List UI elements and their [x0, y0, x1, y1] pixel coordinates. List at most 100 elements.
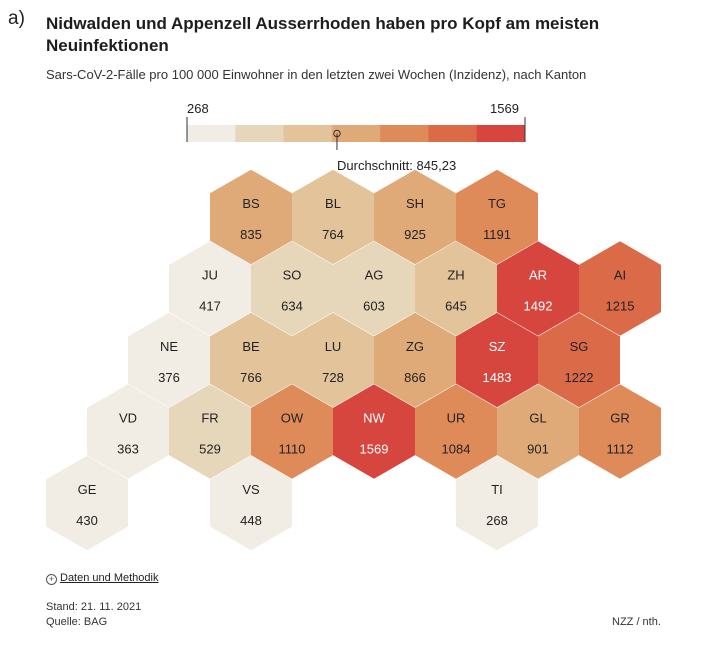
hex-value-label: 268 [486, 513, 508, 528]
legend-average-marker [333, 129, 341, 138]
hex-canton-label: VD [119, 411, 137, 426]
hex-cell-ge: GE 430 [46, 455, 128, 551]
legend-swatch [235, 125, 285, 142]
hex-canton-label: BE [242, 339, 260, 354]
hex-value-label: 764 [322, 227, 344, 242]
hex-canton-label: AR [529, 268, 547, 283]
legend-swatch [476, 125, 526, 142]
hex-shape [456, 312, 538, 408]
hex-value-label: 1215 [606, 299, 635, 314]
hex-shape [210, 312, 292, 408]
hexagon-grid: BS 835 BL 764 SH 925 TG 1191 JU 417 SO 634 AG 603 ZH 64… [46, 169, 661, 551]
hex-canton-label: SZ [489, 339, 506, 354]
footer-source: Quelle: BAG [46, 616, 108, 628]
hex-value-label: 363 [117, 442, 139, 457]
hex-value-label: 1222 [565, 370, 594, 385]
hex-shape [169, 241, 251, 336]
footer-date: Stand: 21. 11. 2021 [46, 601, 142, 613]
hex-value-label: 1483 [483, 370, 512, 385]
hex-cell-ne: NE 376 [128, 312, 210, 408]
hex-cell-vd: VD 363 [87, 384, 169, 479]
hex-value-label: 603 [363, 299, 385, 314]
hex-shape [128, 312, 210, 408]
hex-canton-label: ZH [447, 268, 464, 283]
legend-swatch [283, 125, 333, 142]
hex-value-label: 1191 [483, 227, 511, 242]
hex-cell-nw: NW 1569 [333, 384, 415, 479]
hex-canton-label: UR [447, 411, 466, 426]
hex-cell-ju: JU 417 [169, 241, 251, 336]
hex-cell-ow: OW 1110 [251, 384, 333, 479]
hex-cell-sz: SZ 1483 [456, 312, 538, 408]
hex-value-label: 728 [322, 370, 344, 385]
hex-value-label: 1492 [524, 299, 553, 314]
hex-canton-label: AI [614, 268, 626, 283]
hex-cell-sh: SH 925 [374, 169, 456, 265]
hex-value-label: 1084 [442, 442, 471, 457]
hex-value-label: 448 [240, 513, 262, 528]
hex-shape [333, 384, 415, 479]
hex-shape [579, 241, 661, 336]
hex-value-label: 766 [240, 370, 262, 385]
hex-canton-label: VS [242, 482, 260, 497]
chart-subtitle: Sars-CoV-2-Fälle pro 100 000 Einwohner i… [46, 67, 587, 82]
hex-shape [579, 384, 661, 479]
hex-canton-label: OW [281, 411, 304, 426]
legend-swatch [331, 125, 381, 142]
hex-canton-label: FR [201, 411, 218, 426]
hex-canton-label: TG [488, 196, 506, 211]
hex-cell-ai: AI 1215 [579, 241, 661, 336]
panel-label: a) [8, 8, 25, 29]
hex-canton-label: JU [202, 268, 218, 283]
hex-value-label: 529 [199, 442, 221, 457]
hex-value-label: 376 [158, 370, 180, 385]
hex-canton-label: ZG [406, 339, 424, 354]
hex-canton-label: GL [529, 411, 546, 426]
hex-shape [374, 169, 456, 265]
legend-swatch [428, 125, 478, 142]
hex-canton-label: BL [325, 196, 341, 211]
legend-swatch [380, 125, 429, 142]
hex-cell-zg: ZG 866 [374, 312, 456, 408]
hex-shape [497, 241, 579, 336]
hex-shape [292, 169, 374, 265]
hex-cell-vs: VS 448 [210, 455, 292, 551]
hex-canton-label: GE [78, 482, 97, 497]
hex-canton-label: SO [283, 268, 302, 283]
hex-shape [210, 169, 292, 265]
hex-shape [456, 169, 538, 265]
hex-cell-fr: FR 529 [169, 384, 251, 479]
legend-max-label: 1569 [490, 101, 519, 116]
hex-value-label: 645 [445, 299, 467, 314]
hex-value-label: 417 [199, 299, 221, 314]
legend-swatch [187, 125, 236, 142]
hex-shape [292, 312, 374, 408]
hex-cell-bl: BL 764 [292, 169, 374, 265]
hex-canton-label: NW [363, 411, 385, 426]
hex-cell-bs: BS 835 [210, 169, 292, 265]
hex-cell-ur: UR 1084 [415, 384, 497, 479]
hex-canton-label: SH [406, 196, 424, 211]
legend-min-label: 268 [187, 101, 209, 116]
hex-shape [210, 455, 292, 551]
hex-shape [251, 384, 333, 479]
hex-canton-label: BS [242, 196, 260, 211]
legend-average-label: Durchschnitt: 845,23 [337, 158, 457, 173]
hex-shape [251, 241, 333, 336]
hex-cell-ag: AG 603 [333, 241, 415, 336]
footer-credit: NZZ / nth. [612, 616, 661, 628]
hex-canton-label: NE [160, 339, 178, 354]
hex-cell-sg: SG 1222 [538, 312, 620, 408]
chart-title: Nidwalden und Appenzell Ausserrhoden hab… [46, 14, 600, 55]
hex-value-label: 901 [527, 442, 549, 457]
hex-shape [87, 384, 169, 479]
data-methodology-link[interactable]: + Daten und Methodik [46, 572, 158, 585]
hex-shape [169, 384, 251, 479]
hex-value-label: 1569 [360, 442, 389, 457]
hex-value-label: 430 [76, 513, 98, 528]
hex-cell-be: BE 766 [210, 312, 292, 408]
hex-shape [415, 384, 497, 479]
data-methodology-link-text: Daten und Methodik [60, 572, 159, 584]
hex-cell-gl: GL 901 [497, 384, 579, 479]
